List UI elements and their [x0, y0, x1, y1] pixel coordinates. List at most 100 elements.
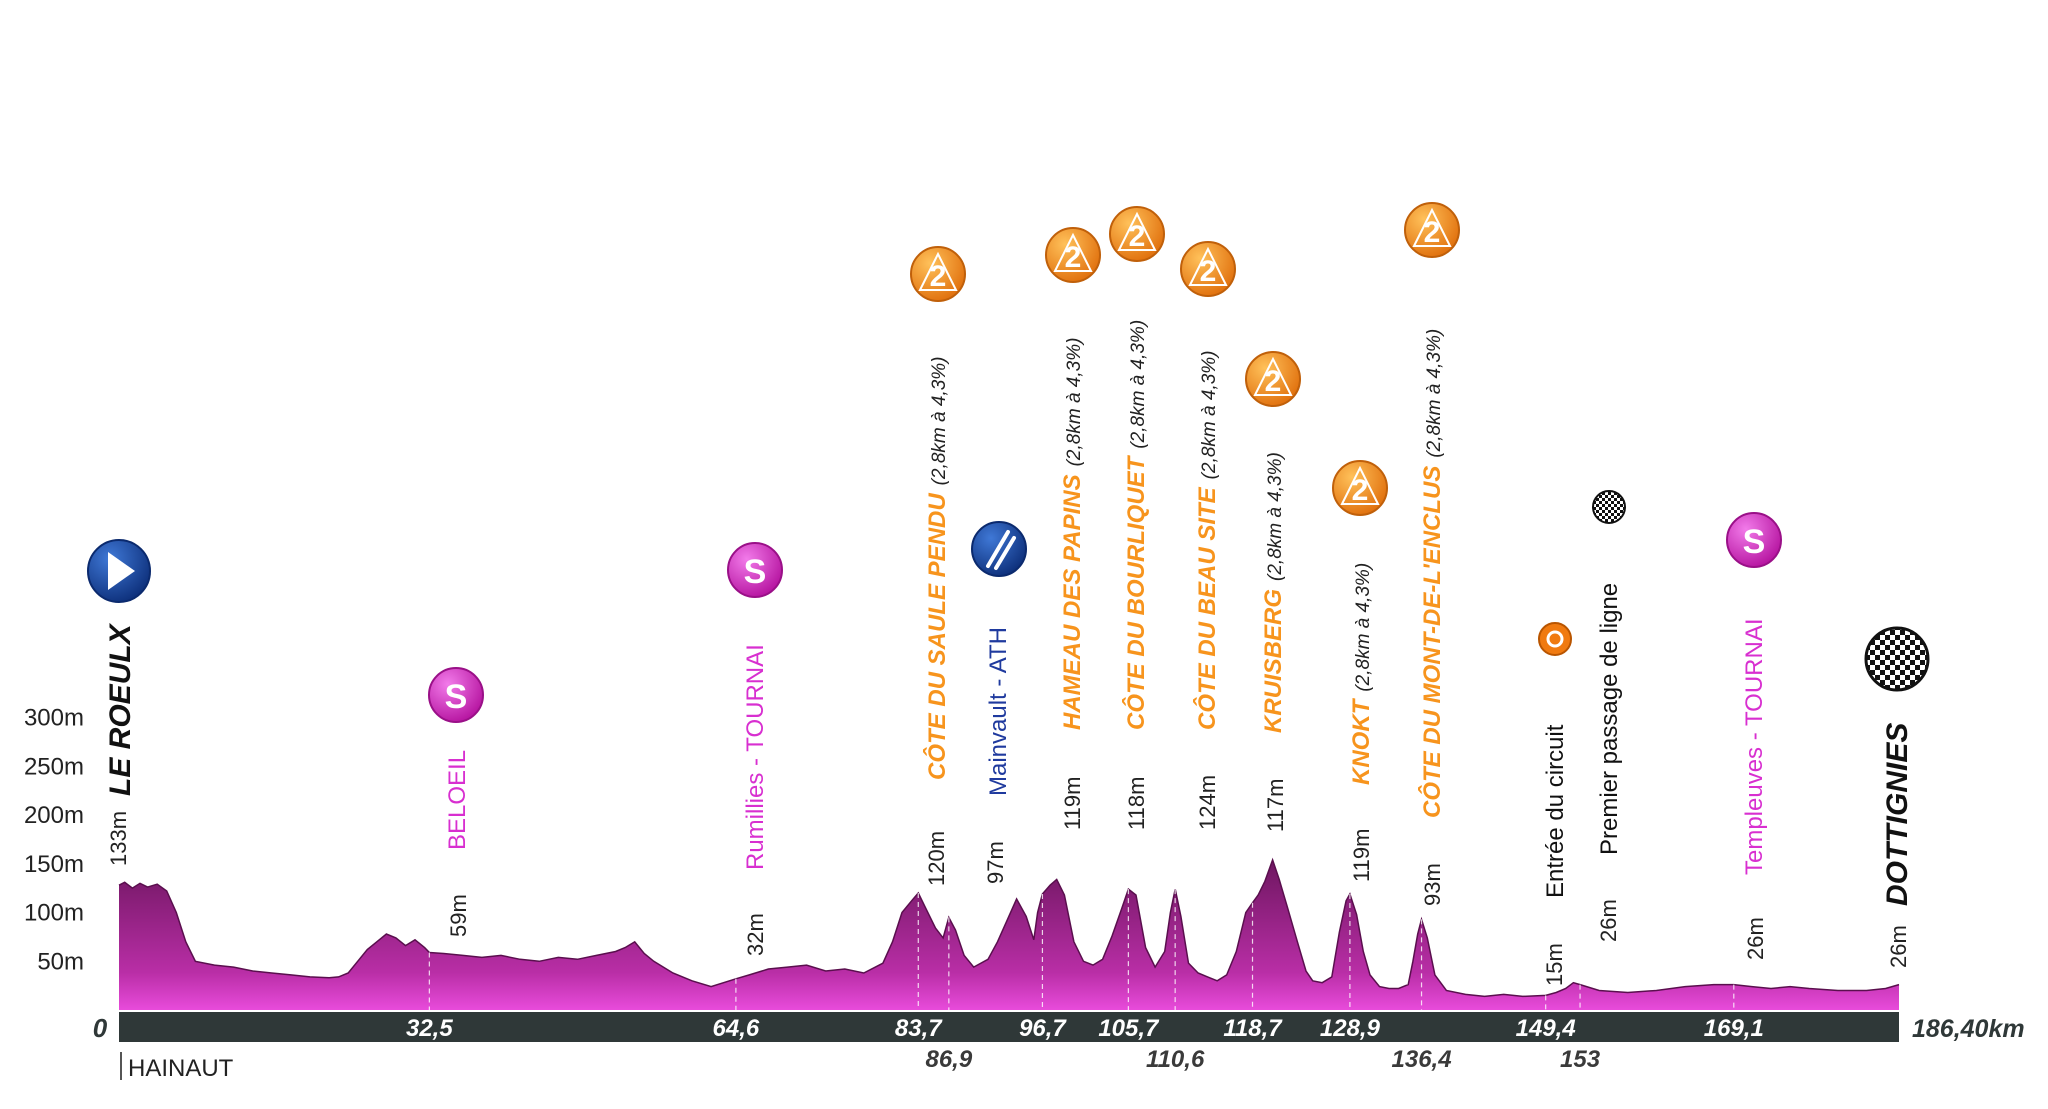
km-label: 32,5: [406, 1015, 453, 1042]
climb-detail: (2,8km à 4,3%): [1199, 350, 1220, 479]
km-label: 110,6: [1146, 1046, 1205, 1073]
climb-altitude: 117m: [1263, 779, 1288, 832]
sprint-icon: [428, 667, 484, 723]
climb-name: HAMEAU DES PAPINS: [1059, 474, 1086, 730]
climb-name: CÔTE DU BEAU SITE: [1193, 486, 1221, 730]
first-line-pass: Premier passage de ligne 26m: [1592, 490, 1626, 942]
climb-altitude: 120m: [924, 831, 949, 886]
climb-detail: (2,8km à 4,3%): [1064, 338, 1085, 467]
first-line-altitude: 26m: [1596, 899, 1621, 942]
circuit-name: Entrée du circuit: [1542, 724, 1569, 898]
climb-label: CÔTE DU BOURLIQUET (2,8km à 4,3%): [1122, 320, 1150, 730]
sprint-rumillies: S Rumillies - TOURNAI 32m: [727, 542, 783, 956]
climb-altitude: 119m: [1060, 777, 1085, 830]
mountain-icon: [1053, 232, 1093, 272]
sprint-templeuves: S Templeuves - TOURNAI 26m: [1726, 512, 1782, 960]
circuit-altitude: 15m: [1542, 943, 1567, 986]
climb-detail: (2,8km à 4,3%): [1265, 452, 1286, 581]
climb-label: HAMEAU DES PAPINS (2,8km à 4,3%): [1059, 338, 1086, 730]
climb-beau-site: 2 CÔTE DU BEAU SITE (2,8km à 4,3%) 124m: [1180, 241, 1236, 830]
climb-detail: (2,8km à 4,3%): [929, 356, 950, 485]
mountain-icon: [1412, 207, 1452, 247]
circuit-icon-ring: [1546, 630, 1564, 648]
km-label: 153: [1560, 1046, 1601, 1073]
y-tick-label: 250m: [24, 753, 84, 780]
finish-flag-icon: [1864, 626, 1930, 692]
finish-name: DOTTIGNIES: [1881, 723, 1914, 906]
sprint-icon-letter: S: [445, 678, 468, 716]
mountain-icon: [1117, 211, 1157, 251]
climb-category-icon: [1404, 202, 1460, 258]
climb-name: CÔTE DU SAULE PENDU: [923, 493, 951, 780]
elevation-profile-line: [118, 857, 1900, 998]
climb-hameau-des-papins: 2 HAMEAU DES PAPINS (2,8km à 4,3%) 119m: [1045, 227, 1101, 830]
km-label: 86,9: [925, 1046, 972, 1073]
mountain-icon: [1253, 356, 1293, 396]
climb-kruisberg: 2 KRUISBERG (2,8km à 4,3%) 117m: [1245, 351, 1301, 832]
start-name: LE ROEULX: [104, 622, 137, 796]
elevation-profile-area: [119, 859, 1899, 1010]
fork-icon-stroke: [986, 530, 1010, 568]
sprint-altitude: 59m: [446, 894, 471, 937]
y-tick-label: 300m: [24, 705, 84, 732]
region-label: HAINAUT: [128, 1055, 234, 1082]
km-label: 83,7: [895, 1015, 943, 1042]
feed-zone: Mainvault - ATH 97m: [971, 521, 1027, 884]
sprint-altitude: 26m: [1743, 917, 1768, 960]
sprint-name: Rumillies - TOURNAI: [742, 644, 769, 870]
play-icon: [108, 552, 135, 590]
km-label: 118,7: [1223, 1015, 1283, 1042]
km-label: 128,9: [1320, 1015, 1381, 1042]
profile-markers: [428, 889, 1735, 1010]
climb-category: 2: [1265, 365, 1282, 398]
climb-detail: (2,8km à 4,3%): [1424, 329, 1445, 458]
km-label: 105,7: [1098, 1015, 1160, 1042]
climb-detail: (2,8km à 4,3%): [1353, 563, 1374, 692]
km-label: 64,6: [713, 1015, 760, 1042]
circuit-entry: Entrée du circuit 15m: [1538, 622, 1572, 986]
climb-category-icon: [1332, 460, 1388, 516]
km-label: 169,1: [1704, 1015, 1764, 1042]
finish-altitude: 26m: [1886, 925, 1911, 968]
km-labels-upper: 32,5 64,6 83,7 96,7 105,7 118,7 128,9 149,4 169,…: [406, 1015, 1764, 1042]
climb-knokt: 2 KNOKT (2,8km à 4,3%) 119m: [1332, 460, 1388, 882]
sprint-icon: [1726, 512, 1782, 568]
climb-category: 2: [1424, 216, 1441, 249]
total-distance-label: 186,40km: [1912, 1015, 2025, 1043]
mountain-icon: [918, 251, 958, 291]
start-altitude: 133m: [106, 811, 131, 866]
sprint-name: BELOEIL: [444, 750, 471, 850]
sprint-name: Templeuves - TOURNAI: [1741, 618, 1768, 875]
climb-altitude: 118m: [1124, 777, 1149, 830]
sprint-beloeil: S BELOEIL 59m: [428, 667, 484, 937]
sprint-altitude: 32m: [743, 913, 768, 956]
km-label: 96,7: [1019, 1015, 1067, 1042]
km-labels-lower: 86,9 110,6 136,4 153: [925, 1046, 1600, 1073]
climb-name: KRUISBERG: [1260, 589, 1287, 733]
distance-axis-bar: [119, 1012, 1899, 1042]
climb-label: CÔTE DU BEAU SITE (2,8km à 4,3%): [1193, 350, 1221, 730]
climb-altitude: 119m: [1349, 829, 1374, 882]
sprint-icon-letter: S: [1743, 523, 1766, 561]
climb-saule-pendu: 2 CÔTE DU SAULE PENDU (2,8km à 4,3%) 120m: [910, 246, 966, 886]
climb-category: 2: [1200, 255, 1217, 288]
y-tick-label: 100m: [24, 900, 84, 927]
mountain-icon: [1340, 465, 1380, 505]
climb-category: 2: [1352, 474, 1369, 507]
climb-bourliquet: 2 CÔTE DU BOURLIQUET (2,8km à 4,3%) 118m: [1109, 206, 1165, 830]
climb-category: 2: [1065, 241, 1082, 274]
climb-label: CÔTE DU SAULE PENDU (2,8km à 4,3%): [923, 356, 951, 780]
climb-detail: (2,8km à 4,3%): [1128, 320, 1149, 449]
climb-altitude: 93m: [1420, 863, 1445, 906]
y-axis: 300m 250m 200m 150m 100m 50m: [24, 705, 84, 976]
climb-label: CÔTE DU MONT-DE-L'ENCLUS (2,8km à 4,3%): [1418, 329, 1446, 818]
climb-category: 2: [1129, 220, 1146, 253]
sprint-icon: [727, 542, 783, 598]
climb-altitude: 124m: [1195, 775, 1220, 830]
km-label: 136,4: [1392, 1046, 1452, 1073]
climb-category-icon: [910, 246, 966, 302]
mountain-icon: [1188, 246, 1228, 286]
y-tick-label: 200m: [24, 802, 84, 829]
checkered-flag-icon: [1592, 490, 1626, 524]
